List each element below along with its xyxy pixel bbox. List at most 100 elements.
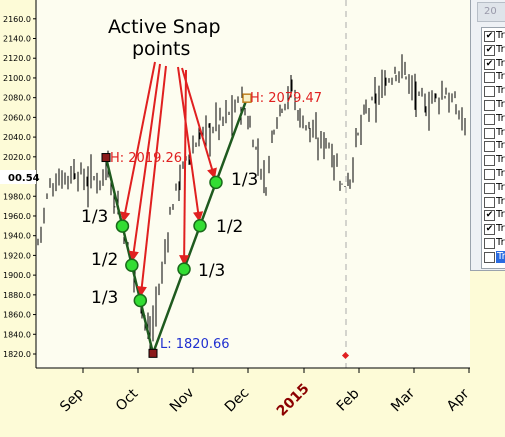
drawing-list-label: Tr [496, 209, 505, 221]
y-tick-label: 2160.0 [3, 15, 31, 24]
drawing-list-label: Tr [496, 71, 505, 83]
visibility-checkbox[interactable]: ✔ [484, 58, 495, 70]
visibility-checkbox[interactable]: ✔ [484, 224, 495, 236]
snap-point[interactable] [177, 262, 191, 276]
drawing-list-item[interactable]: Tr [482, 71, 505, 84]
visibility-checkbox[interactable] [484, 100, 495, 111]
visibility-checkbox[interactable] [484, 127, 495, 139]
snap-point[interactable] [125, 258, 139, 272]
drawing-list-item[interactable]: ✔ Tr [482, 44, 505, 56]
annotation-title-line2: points [132, 38, 190, 60]
current-price-box [0, 170, 36, 184]
x-axis-ticks: Sep Oct Nov Dec 2015 Feb Mar Apr [57, 368, 473, 420]
current-price-label: 00.54 [8, 173, 40, 184]
visibility-checkbox[interactable] [484, 141, 495, 153]
drawing-list-item[interactable]: Tr [482, 196, 505, 208]
snap-arrow [181, 67, 215, 175]
y-tick-label: 2040.0 [3, 133, 31, 142]
drawing-list-label: Tr [496, 154, 505, 166]
drawing-list-item[interactable]: Tr [482, 85, 505, 98]
pivot-low-marker[interactable] [148, 348, 158, 358]
x-tick-label: Oct [113, 386, 142, 415]
drawings-list[interactable]: ✔ Tr ✔ Tr ✔ Tr Tr Tr Tr Tr Tr Tr Tr Tr Tr Tr ✔ Tr ✔ Tr Tr Tr [481, 27, 505, 269]
drawing-list-item[interactable]: Tr [482, 182, 505, 194]
visibility-checkbox[interactable] [484, 196, 495, 208]
snap-arrows [120, 61, 217, 297]
visibility-checkbox[interactable]: ✔ [484, 31, 495, 42]
y-tick-label: 2080.0 [3, 94, 31, 103]
drawing-list-label: Tr [496, 181, 505, 193]
drawing-list-label: Tr [496, 99, 505, 110]
snap-label-left-3: 1/3 [91, 288, 118, 308]
snap-label-left-2: 1/2 [91, 250, 118, 270]
snap-arrow [140, 65, 167, 292]
drawing-list-label: Tr [496, 168, 505, 179]
snap-arrow-head [120, 211, 131, 223]
drawing-list-item[interactable]: Tr [482, 168, 505, 180]
y-tick-label: 1860.0 [3, 311, 31, 320]
drawing-list-label: Tr [496, 237, 505, 248]
y-tick-label: 1920.0 [3, 251, 31, 260]
y-tick-label: 2100.0 [3, 74, 31, 83]
y-tick-label: 1900.0 [3, 271, 31, 280]
drawing-list-item[interactable]: Tr [482, 140, 505, 153]
visibility-checkbox[interactable] [484, 238, 495, 249]
drawing-list-item[interactable]: Tr [482, 127, 505, 139]
x-tick-label: Dec [222, 385, 252, 415]
drawing-list-item[interactable]: Tr [482, 99, 505, 111]
y-tick-label: 2060.0 [3, 113, 31, 122]
y-tick-label: 2120.0 [3, 54, 31, 63]
snap-label-right-3: 1/3 [198, 261, 225, 281]
snap-label-left-1: 1/3 [81, 207, 108, 227]
drawing-list-item[interactable]: ✔ Tr [482, 30, 505, 42]
snap-point[interactable] [193, 219, 207, 233]
y-tick-label: 2020.0 [3, 153, 31, 162]
drawing-list-item[interactable]: Tr [482, 237, 505, 249]
visibility-checkbox[interactable] [484, 72, 495, 84]
price-bars [37, 54, 466, 352]
snap-arrow [123, 61, 156, 218]
snap-arrow [177, 66, 200, 217]
y-tick-label: 1940.0 [3, 232, 31, 241]
drawing-list-label: Tr [496, 85, 505, 97]
snap-label-right-1: 1/3 [231, 170, 258, 190]
drawing-list-item[interactable]: Tr [482, 154, 505, 167]
visibility-checkbox[interactable] [484, 113, 495, 125]
y-tick-label: 1880.0 [3, 291, 31, 300]
drawing-list-item[interactable]: ✔ Tr [482, 58, 505, 70]
visibility-checkbox[interactable] [484, 155, 495, 167]
snap-arrow-head [128, 250, 139, 262]
y-tick-label: 1960.0 [3, 212, 31, 221]
snap-arrow [183, 69, 187, 261]
drawing-list-label: Tr [496, 57, 505, 69]
x-tick-label: Mar [388, 385, 418, 415]
snap-point[interactable] [133, 293, 148, 308]
visibility-checkbox[interactable] [484, 251, 495, 263]
drawing-tools-panel: 20 ✔ Tr ✔ Tr ✔ Tr Tr Tr Tr Tr Tr Tr Tr Tr Tr Tr ✔ Tr ✔ Tr Tr… [470, 0, 505, 271]
drawing-list-label: Tr [496, 43, 505, 55]
pivot-high-a-marker[interactable] [101, 153, 111, 163]
drawing-list-label: Tr [496, 126, 505, 138]
drawing-list-label: Tr [496, 112, 505, 124]
drawing-list-label: Tr [496, 30, 505, 41]
snap-arrow-head [179, 255, 190, 266]
pivot-high-c-marker[interactable] [242, 93, 252, 103]
y-tick-label: 2140.0 [3, 35, 31, 44]
visibility-checkbox[interactable] [484, 169, 495, 180]
y-axis-ticks: 1820.0 1840.0 1860.0 1880.0 1900.0 1920.0 1940… [3, 15, 36, 359]
drawing-list-item[interactable]: ✔ Tr [482, 223, 505, 236]
panel-header[interactable]: 20 [477, 2, 505, 22]
snap-point[interactable] [209, 175, 223, 190]
x-tick-label: Nov [167, 385, 198, 416]
drawing-list-item[interactable]: ✔ Tr [482, 209, 505, 222]
high-2-label: H: 2079.47 [250, 91, 322, 106]
drawing-list-item[interactable]: Tr [482, 250, 505, 263]
visibility-checkbox[interactable] [484, 86, 495, 98]
snap-point[interactable] [115, 219, 130, 233]
drawing-list-item[interactable]: Tr [482, 113, 505, 125]
visibility-checkbox[interactable]: ✔ [484, 44, 495, 56]
visibility-checkbox[interactable] [484, 182, 495, 194]
drawing-list-label: Tr [496, 195, 505, 207]
visibility-checkbox[interactable]: ✔ [484, 210, 495, 222]
